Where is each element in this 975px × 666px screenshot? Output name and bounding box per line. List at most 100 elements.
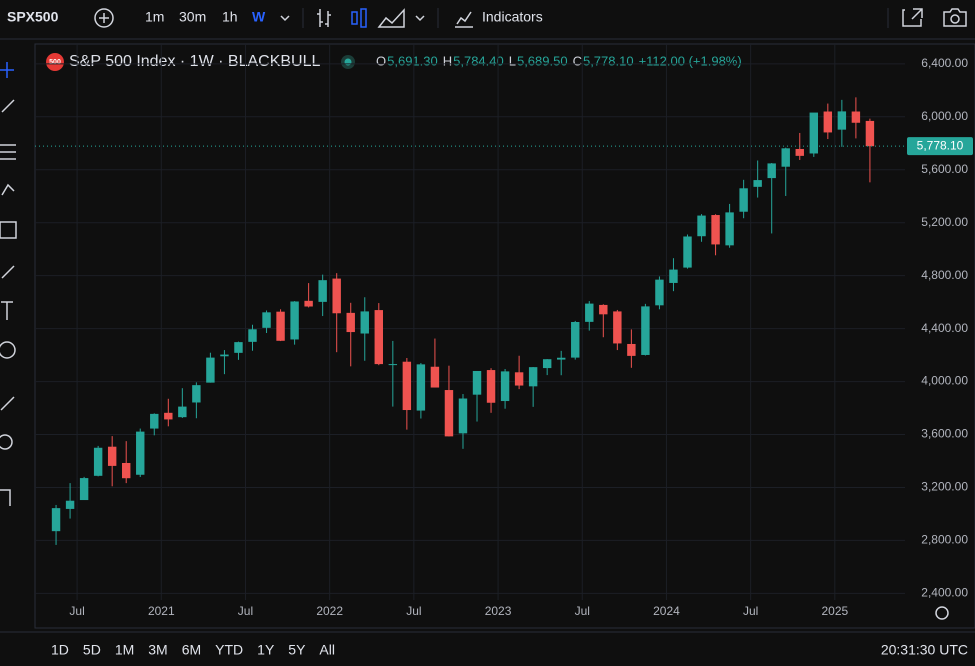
y-tick-label: 4,400.00 — [921, 321, 968, 335]
candle-body — [262, 312, 271, 328]
candle-body — [107, 446, 117, 466]
interval[interactable]: 1h — [222, 9, 238, 25]
x-tick-label: 2024 — [653, 604, 680, 618]
legend-value: 5,784.40 — [453, 53, 504, 68]
interval[interactable]: 30m — [179, 9, 206, 25]
range-button[interactable]: 1M — [115, 642, 134, 658]
candle-body — [93, 447, 103, 476]
candle-body — [542, 359, 552, 369]
last-price-label: 5,778.10 — [917, 138, 964, 152]
footer: 1D 5D 1M 3M 6M YTD 1Y 5Y All — [51, 642, 335, 658]
legend-key: O — [376, 53, 386, 68]
range-button[interactable]: 5D — [83, 642, 101, 658]
range-button[interactable]: 1Y — [257, 642, 275, 658]
candle-body — [444, 390, 454, 437]
candle-body — [837, 111, 847, 130]
legend-value: 5,689.50 — [517, 53, 568, 68]
candle-body — [711, 215, 720, 245]
candle-body — [304, 300, 313, 307]
candle-body — [360, 311, 369, 334]
candle-body — [220, 354, 229, 357]
candle-body — [332, 278, 341, 314]
y-tick-label: 5,200.00 — [921, 215, 968, 229]
candle-body — [402, 361, 412, 411]
candle-body — [641, 306, 650, 355]
legend-value: 5,691.30 — [387, 53, 438, 68]
candle-body — [122, 462, 131, 479]
candle-body — [655, 279, 664, 306]
settings-icon[interactable] — [935, 606, 949, 620]
compare-button[interactable] — [94, 8, 114, 28]
candle-body — [164, 412, 173, 420]
candle-body — [809, 112, 818, 154]
candle-body — [192, 385, 201, 403]
bars-icon[interactable] — [317, 9, 331, 27]
y-tick-label: 2,400.00 — [921, 586, 968, 600]
range-button[interactable]: YTD — [215, 642, 243, 658]
range-button[interactable]: 6M — [182, 642, 201, 658]
candle-body — [248, 329, 257, 342]
x-tick-label: Jul — [238, 604, 253, 618]
candle-body — [697, 215, 706, 237]
chevron[interactable] — [280, 15, 290, 22]
candle-body — [739, 188, 748, 212]
last-price-tag — [907, 137, 973, 156]
x-tick-label: Jul — [406, 604, 421, 618]
plot: 2,400.00 2,800.00 3,200.00 3,600.00 4,000.00… — [35, 44, 973, 618]
candle-body — [458, 398, 468, 434]
interval[interactable]: 1m — [145, 9, 164, 25]
y-tick-label: 3,200.00 — [921, 480, 968, 494]
chart-pane — [34, 43, 975, 629]
candle-body — [585, 303, 594, 322]
candle-body — [795, 148, 804, 156]
drawing-tools[interactable] — [0, 62, 17, 506]
interval-active[interactable]: W — [252, 9, 266, 25]
badge-text: 500 — [49, 59, 61, 66]
candle-body — [65, 500, 75, 509]
candle-body — [627, 343, 636, 356]
candle-body — [79, 478, 89, 501]
candles-icon[interactable] — [351, 8, 367, 28]
chart-title: S&P 500 Index · 1W · BLACKBULL — [69, 53, 320, 70]
chevron[interactable] — [415, 15, 425, 22]
range-button[interactable]: 3M — [148, 642, 167, 658]
range-button[interactable]: All — [319, 642, 335, 658]
plus-icon — [99, 13, 109, 23]
camera-icon[interactable] — [943, 8, 967, 27]
range-button[interactable]: 5Y — [288, 642, 306, 658]
candle-body — [781, 148, 790, 167]
x-tick-label: 2021 — [148, 604, 175, 618]
y-tick-label: 6,400.00 — [921, 56, 968, 70]
candle-body — [557, 357, 566, 360]
candle-body — [388, 364, 398, 366]
candle-body — [599, 304, 608, 315]
candle-body — [416, 364, 426, 411]
legend-change: +112.00 (+1.98%) — [639, 53, 742, 68]
candle-body — [136, 431, 145, 475]
candle-body — [150, 413, 159, 429]
symbol[interactable]: SPX500 — [7, 9, 59, 25]
area-icon[interactable] — [377, 8, 405, 28]
share-icon[interactable] — [902, 8, 923, 27]
candle-body — [571, 322, 580, 358]
indicators-button[interactable]: Indicators — [482, 9, 543, 25]
legend-value: 5,778.10 — [583, 53, 634, 68]
candle-body — [514, 372, 524, 386]
symbol-badge — [46, 53, 64, 71]
indicators-icon[interactable] — [455, 11, 473, 28]
clock: 20:31:30 UTC — [881, 642, 968, 658]
legend-key: L — [509, 53, 516, 68]
candle-body — [767, 163, 776, 179]
candle-body — [865, 120, 875, 147]
x-tick-label: Jul — [69, 604, 84, 618]
camera-lens — [950, 14, 960, 24]
candle-body — [528, 367, 538, 387]
candle-body — [725, 212, 734, 246]
candle-body — [753, 180, 762, 187]
market-status-dot — [344, 58, 352, 66]
range-button[interactable]: 1D — [51, 642, 69, 658]
x-tick-label: Jul — [743, 604, 758, 618]
candle-body — [430, 366, 440, 388]
y-tick-label: 5,600.00 — [921, 162, 968, 176]
